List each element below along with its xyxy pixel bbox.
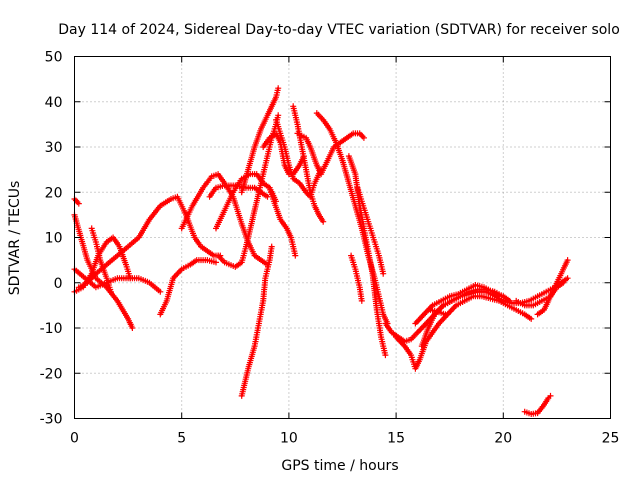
data-point-markers xyxy=(75,193,224,291)
x-axis-label: GPS time / hours xyxy=(281,458,398,474)
series-arc-20 xyxy=(345,153,389,359)
series-arc-6 xyxy=(75,193,224,291)
data-point-markers xyxy=(157,257,219,318)
x-tick-label: 15 xyxy=(387,431,405,447)
data-point-markers xyxy=(534,257,571,318)
series-arc-1 xyxy=(71,196,82,207)
series-arc-12 xyxy=(238,243,275,399)
grid xyxy=(74,56,611,419)
series-arc-24 xyxy=(393,293,535,372)
series-arc-30 xyxy=(534,257,571,318)
chart-title: Day 114 of 2024, Sidereal Day-to-day VTE… xyxy=(58,22,620,38)
y-tick-label: 20 xyxy=(45,185,63,201)
y-tick-label: -10 xyxy=(40,321,63,337)
series-arc-25 xyxy=(418,288,507,350)
y-tick-label: -30 xyxy=(40,412,63,428)
y-axis-label: SDTVAR / TECUs xyxy=(7,181,23,296)
x-tick-label: 25 xyxy=(602,431,620,447)
data-point-markers xyxy=(238,85,282,196)
series-line xyxy=(73,197,80,205)
y-tick-label: 50 xyxy=(45,50,63,66)
data-point-markers xyxy=(412,282,502,327)
series-arc-13 xyxy=(238,85,282,196)
x-tick-label: 5 xyxy=(177,431,186,447)
x-tick-label: 20 xyxy=(494,431,512,447)
y-tick-label: 40 xyxy=(45,95,63,111)
data-point-markers xyxy=(290,103,327,225)
series-arc-16 xyxy=(266,184,299,259)
series-arc-22 xyxy=(348,252,365,304)
series-arc-19 xyxy=(313,110,391,327)
plot-area xyxy=(71,85,571,417)
data-point-markers xyxy=(88,225,114,295)
data-point-markers xyxy=(313,110,391,327)
series-arc-5 xyxy=(88,225,114,295)
series-arc-18 xyxy=(294,130,367,178)
x-tick-label: 0 xyxy=(70,431,79,447)
y-tick-label: -20 xyxy=(40,366,63,382)
series-arc-17 xyxy=(290,103,327,225)
series-arc-27 xyxy=(427,306,449,318)
series-arc-21 xyxy=(354,184,387,277)
data-point-markers xyxy=(348,252,365,304)
y-tick-label: 30 xyxy=(45,140,63,156)
series-arc-7 xyxy=(157,257,219,318)
y-tick-label: 10 xyxy=(45,231,63,247)
series-arc-26 xyxy=(412,282,502,327)
series-arc-31 xyxy=(521,392,554,417)
data-point-markers xyxy=(418,288,507,350)
y-tick-label: 0 xyxy=(54,276,63,292)
data-point-markers xyxy=(393,293,535,372)
x-tick-label: 10 xyxy=(280,431,298,447)
axis-ticks xyxy=(74,56,611,419)
tick-labels: 0 5 10 15 20 25 -30 -20 -10 0 10 20 30 40 50 xyxy=(40,50,620,447)
data-point-markers xyxy=(266,184,299,259)
data-point-markers xyxy=(354,184,387,277)
data-point-markers xyxy=(238,243,275,399)
data-point-markers xyxy=(521,392,554,417)
data-point-markers xyxy=(294,130,367,178)
